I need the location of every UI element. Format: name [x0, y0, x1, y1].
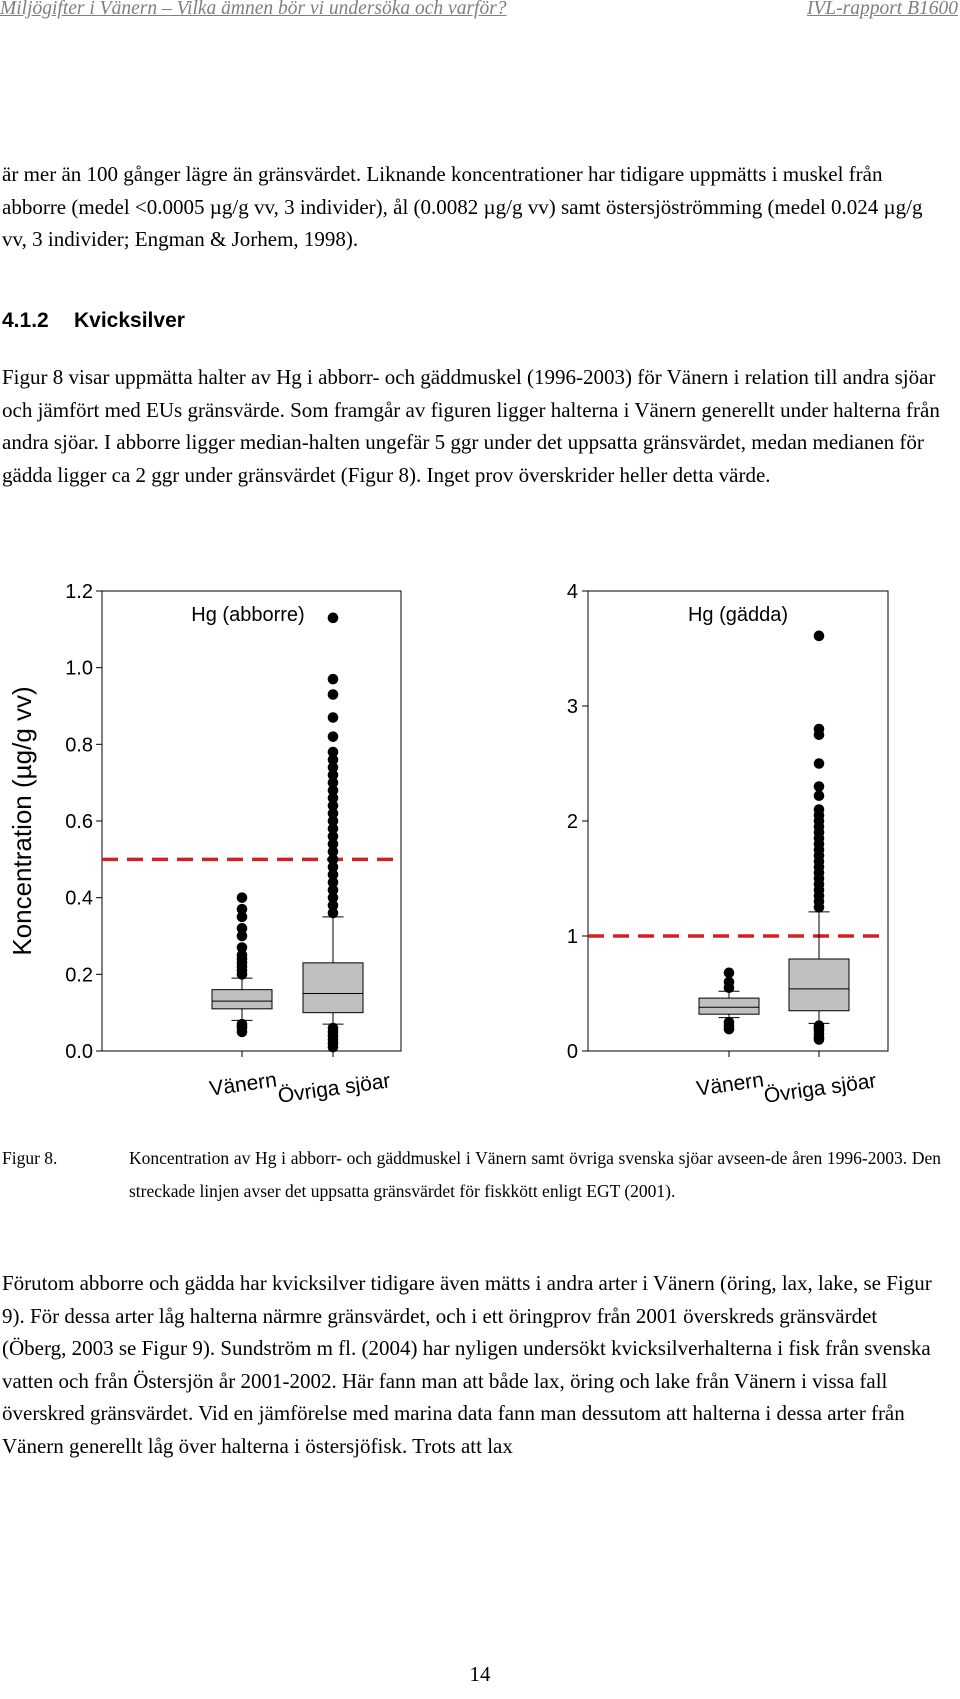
- outlier-point: [813, 790, 825, 801]
- outlier-point: [327, 854, 339, 865]
- section-heading: 4.1.2 Kvicksilver: [2, 309, 185, 333]
- category-label: Vänern: [208, 1068, 278, 1100]
- y-tick-label: 0.2: [65, 964, 93, 986]
- y-tick-label: 1: [567, 926, 578, 948]
- figure-8-charts: 0.0 0.2 0.4 0.6 0.8 1.0 1.2 Koncentration (µg/g…: [7, 581, 889, 1108]
- outlier-point: [327, 900, 339, 911]
- closing-paragraph: Förutom abborre och gädda har kvicksilve…: [2, 1271, 932, 1458]
- outlier-point: [723, 967, 735, 979]
- chart-title: Hg (abborre): [191, 604, 304, 626]
- y-tick-label: 3: [567, 696, 578, 718]
- outlier-point: [327, 846, 339, 857]
- outlier-point: [327, 689, 339, 700]
- outlier-point: [327, 673, 339, 685]
- y-axis-label: Koncentration (µg/g vv): [7, 686, 37, 955]
- outlier-point: [327, 808, 339, 819]
- outlier-point: [813, 804, 825, 815]
- outlier-point: [327, 861, 339, 873]
- header-report-title: Miljögifter i Vänern – Vilka ämnen bör v…: [0, 0, 507, 19]
- box-ovriga-sjoar: [788, 630, 850, 1045]
- outlier-point: [327, 762, 339, 773]
- intro-paragraph: är mer än 100 gånger lägre än gränsvärde…: [2, 162, 923, 251]
- outlier-point: [813, 758, 825, 769]
- outlier-point: [813, 630, 825, 642]
- box-vanern: [211, 892, 273, 1038]
- section-number: 4.1.2: [2, 309, 49, 332]
- outlier-point: [327, 831, 339, 842]
- outlier-point: [327, 869, 339, 880]
- figure-8: 0.0 0.2 0.4 0.6 0.8 1.0 1.2 Koncentration (µg/g…: [0, 565, 960, 1125]
- outlier-point: [327, 769, 339, 781]
- header-report-number: IVL-rapport B1600: [806, 0, 958, 19]
- box-iqr: [698, 997, 760, 1015]
- page-number: 14: [469, 1662, 491, 1686]
- outlier-point: [813, 781, 825, 792]
- outlier-point: [327, 712, 339, 723]
- y-tick-label: 0.8: [65, 734, 93, 756]
- caption-label: Figur 8.: [2, 1148, 58, 1168]
- y-tick-label: 0.4: [65, 888, 93, 910]
- outlier-point: [327, 815, 339, 827]
- outlier-point: [236, 892, 248, 903]
- outlier-point: [327, 612, 339, 624]
- outlier-point: [327, 838, 339, 850]
- outlier-point: [327, 731, 339, 742]
- category-label: Övriga sjöar: [762, 1069, 877, 1108]
- y-tick-label: 4: [567, 581, 578, 603]
- outlier-point: [327, 746, 339, 758]
- outlier-point: [327, 785, 339, 796]
- section-paragraph: Figur 8 visar uppmätta halter av Hg i ab…: [2, 365, 940, 487]
- outlier-point: [236, 911, 248, 923]
- caption-text: Koncentration av Hg i abborr- och gäddmu…: [129, 1148, 941, 1201]
- outlier-point: [236, 930, 248, 942]
- outlier-point: [327, 1022, 339, 1034]
- box-iqr: [302, 962, 364, 1014]
- outlier-point: [236, 1018, 248, 1030]
- chart-title: Hg (gädda): [688, 604, 788, 626]
- outlier-point: [327, 754, 339, 765]
- outlier-point: [327, 907, 339, 919]
- section-title: Kvicksilver: [74, 309, 185, 332]
- outlier-point: [327, 877, 339, 888]
- outlier-point: [327, 823, 339, 834]
- outlier-point: [327, 777, 339, 788]
- outlier-point: [327, 800, 339, 811]
- y-tick-label: 2: [567, 811, 578, 833]
- y-tick-label: 0.0: [65, 1041, 93, 1063]
- chart-panel-1: 0.0 0.2 0.4 0.6 0.8 1.0 1.2 Koncentration (µg/g…: [7, 581, 402, 1108]
- outlier-point: [723, 976, 735, 988]
- outlier-point: [236, 949, 248, 961]
- outlier-point: [813, 723, 825, 735]
- outlier-point: [327, 892, 339, 903]
- outlier-point: [236, 942, 248, 953]
- box-iqr: [788, 958, 850, 1012]
- outlier-point: [327, 792, 339, 804]
- outlier-point: [813, 1020, 825, 1031]
- y-tick-label: 0.6: [65, 811, 93, 833]
- category-label: Vänern: [695, 1068, 765, 1100]
- running-header: Miljögifter i Vänern – Vilka ämnen bör v…: [0, 0, 960, 24]
- y-tick-label: 1.2: [65, 581, 93, 603]
- box-vanern: [698, 967, 760, 1035]
- box-iqr: [211, 989, 273, 1010]
- outlier-point: [327, 884, 339, 896]
- outlier-point: [236, 903, 248, 915]
- y-tick-label: 0: [567, 1041, 578, 1063]
- y-tick-label: 1.0: [65, 658, 93, 680]
- outlier-point: [723, 1016, 735, 1028]
- outlier-point: [236, 923, 248, 934]
- box-ovriga-sjoar: [302, 612, 364, 1053]
- category-label: Övriga sjöar: [276, 1069, 391, 1108]
